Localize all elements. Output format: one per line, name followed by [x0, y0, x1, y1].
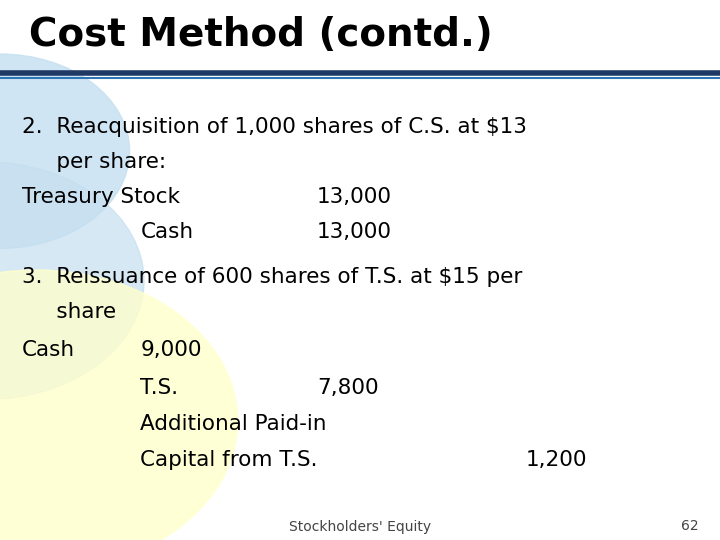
Text: Stockholders' Equity: Stockholders' Equity — [289, 519, 431, 534]
Text: 62: 62 — [681, 519, 698, 534]
Text: 13,000: 13,000 — [317, 187, 392, 207]
Text: Additional Paid-in: Additional Paid-in — [140, 414, 327, 434]
Text: Cash: Cash — [22, 340, 75, 360]
Text: Treasury Stock: Treasury Stock — [22, 187, 179, 207]
Text: 3.  Reissuance of 600 shares of T.S. at $15 per: 3. Reissuance of 600 shares of T.S. at $… — [22, 267, 522, 287]
Circle shape — [0, 162, 144, 400]
Text: 13,000: 13,000 — [317, 222, 392, 242]
Text: 2.  Reacquisition of 1,000 shares of C.S. at $13: 2. Reacquisition of 1,000 shares of C.S.… — [22, 117, 526, 137]
Circle shape — [0, 54, 130, 248]
Text: share: share — [22, 302, 116, 322]
Text: Capital from T.S.: Capital from T.S. — [140, 450, 318, 470]
Text: Cash: Cash — [140, 222, 194, 242]
Text: per share:: per share: — [22, 152, 166, 172]
Circle shape — [0, 270, 238, 540]
Text: 1,200: 1,200 — [526, 450, 587, 470]
Text: 9,000: 9,000 — [140, 340, 202, 360]
Text: 7,800: 7,800 — [317, 377, 379, 398]
Text: Cost Method (contd.): Cost Method (contd.) — [29, 16, 492, 54]
Text: T.S.: T.S. — [140, 377, 179, 398]
